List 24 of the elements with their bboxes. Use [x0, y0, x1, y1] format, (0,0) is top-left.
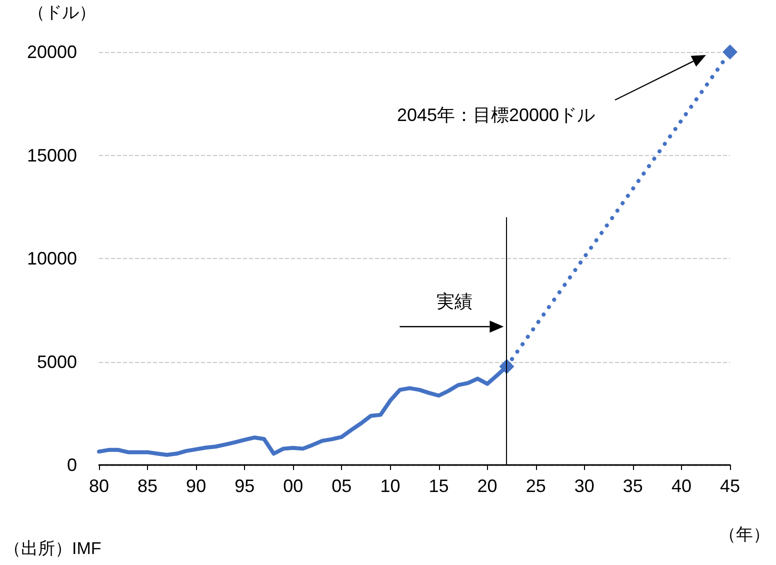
x-tick-label: 15 — [428, 476, 449, 496]
x-tick-label: 85 — [138, 476, 158, 496]
y-tick-label: 0 — [66, 455, 77, 475]
x-tick-label: 45 — [720, 476, 740, 496]
x-tick-label: 90 — [186, 476, 206, 496]
y-tick-label: 20000 — [26, 42, 77, 62]
x-axis-title: （年） — [719, 525, 770, 544]
x-tick-label: 05 — [332, 476, 352, 496]
y-tick-label: 10000 — [26, 248, 77, 268]
x-tick-label: 10 — [380, 476, 400, 496]
y-tick-label: 15000 — [26, 145, 77, 166]
ref-line-label: 実績 — [436, 292, 473, 312]
x-tick-label: 00 — [283, 476, 304, 496]
annotation: 2045年：目標20000ドル — [396, 105, 596, 125]
x-tick-label: 95 — [234, 476, 255, 496]
x-tick-label: 40 — [671, 476, 692, 496]
x-tick-label: 20 — [477, 476, 498, 496]
y-tick-label: 5000 — [36, 352, 77, 372]
text: （出所）IMF — [4, 539, 102, 558]
x-tick-label: 80 — [88, 476, 110, 496]
y-axis-title: （ドル） — [28, 3, 96, 22]
x-tick-label: 35 — [622, 476, 643, 496]
x-tick-label: 30 — [574, 476, 594, 496]
x-tick-label: 25 — [526, 476, 546, 496]
